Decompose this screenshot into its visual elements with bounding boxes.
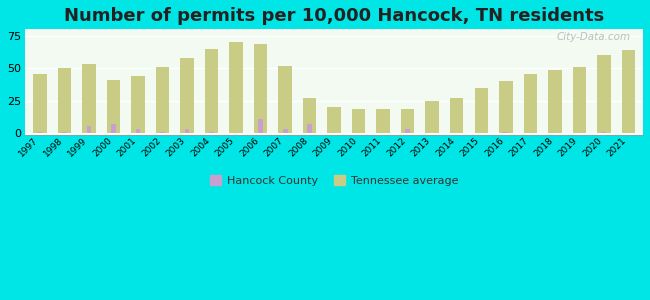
Bar [401,109,415,133]
Bar [523,74,537,133]
Bar [205,49,218,133]
Bar [278,66,292,133]
Bar [283,129,287,133]
Bar [503,132,508,133]
Bar [376,109,390,133]
Bar [307,124,312,133]
Bar [328,107,341,133]
Bar [62,132,67,133]
Bar [33,74,47,133]
Bar [58,68,72,133]
Bar [107,80,120,133]
Bar [86,125,92,133]
Bar [601,132,606,133]
Bar [160,132,165,133]
Bar [597,55,610,133]
Bar [573,67,586,133]
Bar [156,67,169,133]
Bar [352,109,365,133]
Bar [621,50,635,133]
Bar [229,42,243,133]
Bar [548,70,562,133]
Bar [405,129,410,133]
Bar [258,119,263,133]
Text: City-Data.com: City-Data.com [556,32,630,42]
Bar [180,58,194,133]
Bar [83,64,96,133]
Bar [499,81,512,133]
Title: Number of permits per 10,000 Hancock, TN residents: Number of permits per 10,000 Hancock, TN… [64,7,605,25]
Bar [303,98,317,133]
Bar [254,44,267,133]
Bar [426,101,439,133]
Bar [136,129,140,133]
Bar [474,88,488,133]
Bar [131,76,145,133]
Bar [450,98,463,133]
Bar [111,124,116,133]
Legend: Hancock County, Tennessee average: Hancock County, Tennessee average [205,171,463,190]
Bar [38,132,42,133]
Bar [209,132,214,133]
Bar [185,129,190,133]
